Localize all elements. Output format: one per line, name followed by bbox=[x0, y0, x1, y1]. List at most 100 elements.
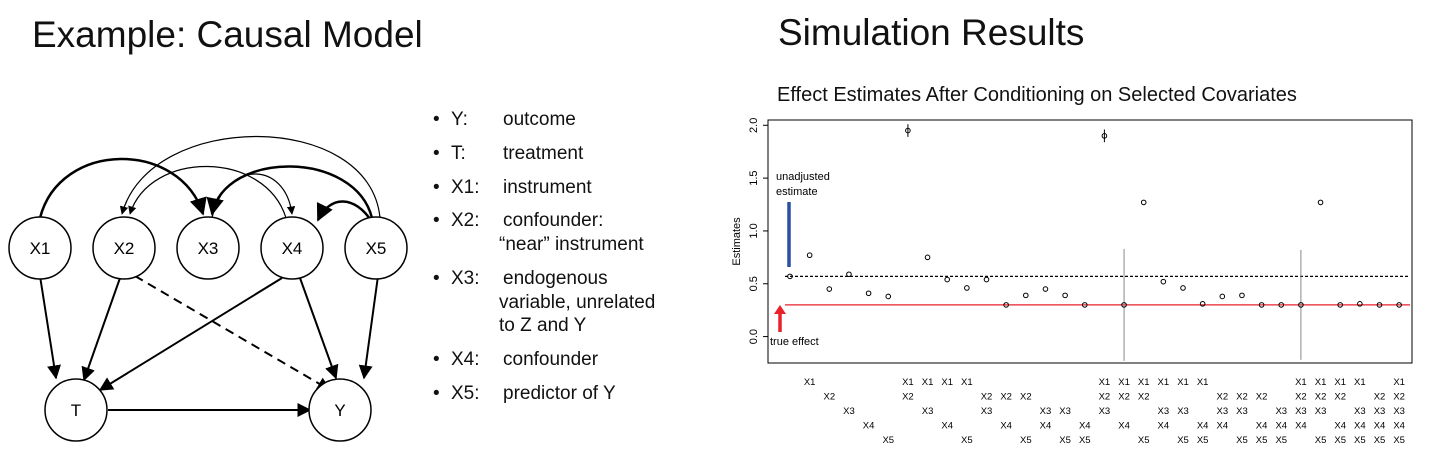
covariate-label: X5 bbox=[961, 435, 973, 446]
svg-text:Y: Y bbox=[334, 401, 345, 420]
right-title: Simulation Results bbox=[778, 12, 1085, 53]
covariate-label: X1 bbox=[1295, 377, 1307, 388]
covariate-label: X4 bbox=[1354, 421, 1366, 432]
covariate-label: X1 bbox=[1177, 377, 1189, 388]
y-tick-label: 0.5 bbox=[748, 276, 760, 291]
data-point bbox=[1317, 199, 1324, 206]
data-point bbox=[1121, 302, 1127, 308]
covariate-label: X1 bbox=[961, 377, 973, 388]
data-point bbox=[787, 273, 793, 280]
y-tick-label: 2.0 bbox=[748, 118, 760, 133]
covariate-label: X1 bbox=[1197, 377, 1209, 388]
covariate-label: X1 bbox=[941, 377, 953, 388]
covariate-label: X4 bbox=[1000, 421, 1012, 432]
edge-x1-x3 bbox=[38, 157, 207, 219]
data-point bbox=[806, 252, 813, 259]
bullet-text: treatment bbox=[503, 142, 584, 164]
data-point bbox=[1199, 301, 1206, 307]
edge-x4-y bbox=[299, 277, 339, 380]
svg-text:X3: X3 bbox=[198, 239, 219, 258]
causal-diagram: X1 X2 X3 X4 X5 T Y bbox=[8, 136, 408, 442]
covariate-label: X2 bbox=[1020, 392, 1032, 403]
covariate-label: X1 bbox=[1118, 377, 1130, 388]
covariate-label: X2 bbox=[981, 392, 993, 403]
bullet-text: instrument bbox=[503, 176, 592, 198]
covariate-label: X2 bbox=[1374, 392, 1386, 403]
data-point bbox=[846, 271, 852, 278]
covariate-label: X4 bbox=[941, 421, 953, 432]
covariate-label: X5 bbox=[1236, 435, 1248, 446]
bullet-text: predictor of Y bbox=[503, 382, 616, 404]
data-point bbox=[1357, 301, 1363, 307]
svg-text:T: T bbox=[71, 401, 81, 420]
y-tick-label: 0.0 bbox=[748, 329, 760, 344]
bullet-term: T: bbox=[451, 142, 466, 164]
bullet-continuation: “near” instrument bbox=[499, 234, 644, 255]
covariate-label: X3 bbox=[922, 406, 934, 417]
covariate-label: X2 bbox=[1138, 392, 1150, 403]
covariate-label: X4 bbox=[1295, 421, 1307, 432]
data-point bbox=[1101, 133, 1108, 139]
covariate-label: X1 bbox=[1315, 377, 1327, 388]
bullet-text: confounder bbox=[503, 349, 599, 370]
covariate-label: X1 bbox=[922, 377, 934, 388]
bullet-text: endogenous bbox=[503, 267, 608, 289]
svg-text:X4: X4 bbox=[282, 239, 303, 258]
edge-x5-x2 bbox=[119, 136, 381, 219]
plot-frame bbox=[767, 119, 1413, 364]
data-point bbox=[1042, 286, 1049, 292]
node-x2: X2 bbox=[92, 216, 156, 280]
data-point bbox=[1258, 302, 1265, 308]
covariate-label: X3 bbox=[1059, 406, 1071, 417]
covariate-label: X4 bbox=[863, 421, 875, 432]
covariate-label: X2 bbox=[1334, 392, 1346, 403]
data-point bbox=[1376, 302, 1383, 308]
edge-x5-x4 bbox=[316, 200, 374, 223]
covariate-label: X4 bbox=[1374, 421, 1386, 432]
covariate-label: X2 bbox=[1315, 392, 1327, 403]
edge-x5-y bbox=[358, 275, 379, 380]
node-x4: X4 bbox=[260, 216, 324, 280]
covariate-label: X3 bbox=[1177, 406, 1189, 417]
edge-x3-x4 bbox=[211, 173, 296, 219]
covariate-label: X2 bbox=[1236, 392, 1248, 403]
data-point bbox=[1239, 292, 1245, 299]
bullet-term: X4: bbox=[451, 349, 480, 370]
covariate-label: X3 bbox=[1295, 406, 1307, 417]
bullet-continuation: to Z and Y bbox=[499, 315, 587, 337]
covariate-label: X1 bbox=[1334, 377, 1346, 388]
covariate-label: X3 bbox=[1315, 406, 1327, 417]
data-point bbox=[983, 276, 990, 283]
svg-text:X2: X2 bbox=[114, 239, 135, 258]
chart-title: Effect Estimates After Conditioning on S… bbox=[777, 84, 1297, 106]
edge-x2-t bbox=[81, 277, 121, 382]
data-point bbox=[1298, 302, 1304, 308]
covariate-label: X1 bbox=[1138, 377, 1150, 388]
bullet-item: T: treatment bbox=[433, 142, 723, 166]
covariate-label: X5 bbox=[1197, 435, 1209, 446]
data-point bbox=[1160, 278, 1167, 285]
covariate-label: X5 bbox=[1275, 435, 1287, 446]
data-point bbox=[885, 293, 892, 300]
left-title: Example: Causal Model bbox=[32, 14, 423, 55]
y-tick-label: 1.0 bbox=[748, 223, 760, 238]
data-point bbox=[1081, 302, 1088, 308]
edge-x1-t bbox=[39, 275, 61, 380]
data-point bbox=[905, 127, 911, 134]
covariate-label: X3 bbox=[843, 406, 855, 417]
bullet-term: X1: bbox=[451, 176, 480, 198]
data-point bbox=[1003, 302, 1009, 308]
covariate-label: X1 bbox=[1354, 377, 1366, 388]
bullet-item: X2: confounder:“near” instrument bbox=[433, 209, 723, 257]
covariate-label: X3 bbox=[1236, 406, 1248, 417]
covariate-label: X5 bbox=[882, 435, 894, 446]
covariate-label: X5 bbox=[1079, 435, 1091, 446]
covariate-label: X2 bbox=[1099, 392, 1111, 403]
bullet-item: X4: confounder bbox=[433, 348, 723, 372]
bullet-continuation: variable, unrelated bbox=[499, 291, 656, 313]
covariate-label: X3 bbox=[1354, 406, 1366, 417]
covariate-label: X3 bbox=[1040, 406, 1052, 417]
covariate-label: X4 bbox=[1256, 421, 1268, 432]
covariate-label: X5 bbox=[1177, 435, 1189, 446]
